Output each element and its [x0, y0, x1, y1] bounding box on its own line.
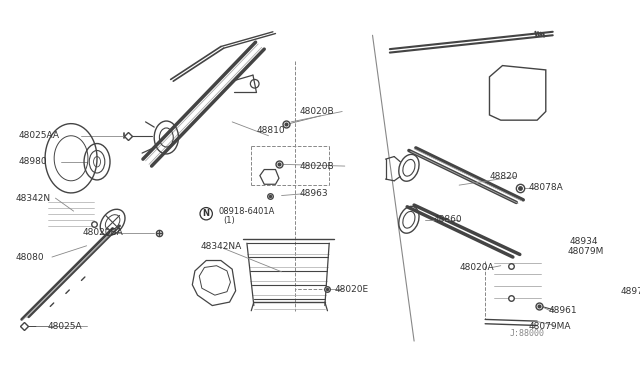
- Text: 48342N: 48342N: [15, 194, 51, 203]
- Text: 48020BA: 48020BA: [83, 228, 123, 237]
- Text: 48934: 48934: [570, 237, 598, 246]
- Text: 48810: 48810: [257, 126, 285, 135]
- Text: 48025AA: 48025AA: [19, 131, 60, 140]
- Text: 48080: 48080: [15, 253, 44, 262]
- Text: 48079M: 48079M: [568, 247, 604, 256]
- Text: 48342NA: 48342NA: [201, 242, 242, 251]
- Text: 48020B: 48020B: [300, 161, 334, 171]
- Text: 48961: 48961: [548, 306, 577, 315]
- Text: 48820: 48820: [490, 172, 518, 181]
- Text: 48020E: 48020E: [335, 285, 369, 294]
- Text: 48020B: 48020B: [300, 107, 334, 116]
- Text: 48025A: 48025A: [47, 322, 83, 331]
- Text: N: N: [203, 209, 210, 218]
- Text: (1): (1): [223, 216, 236, 225]
- Text: 48980: 48980: [19, 157, 48, 166]
- Text: 48860: 48860: [433, 215, 462, 224]
- Text: J:88000: J:88000: [509, 330, 544, 339]
- Text: 48963: 48963: [300, 189, 328, 198]
- Text: 48078A: 48078A: [529, 183, 563, 192]
- Text: 48020A: 48020A: [459, 263, 494, 272]
- Text: 48079MA: 48079MA: [529, 322, 571, 331]
- Text: 08918-6401A: 08918-6401A: [218, 206, 275, 216]
- Text: 48970: 48970: [620, 287, 640, 296]
